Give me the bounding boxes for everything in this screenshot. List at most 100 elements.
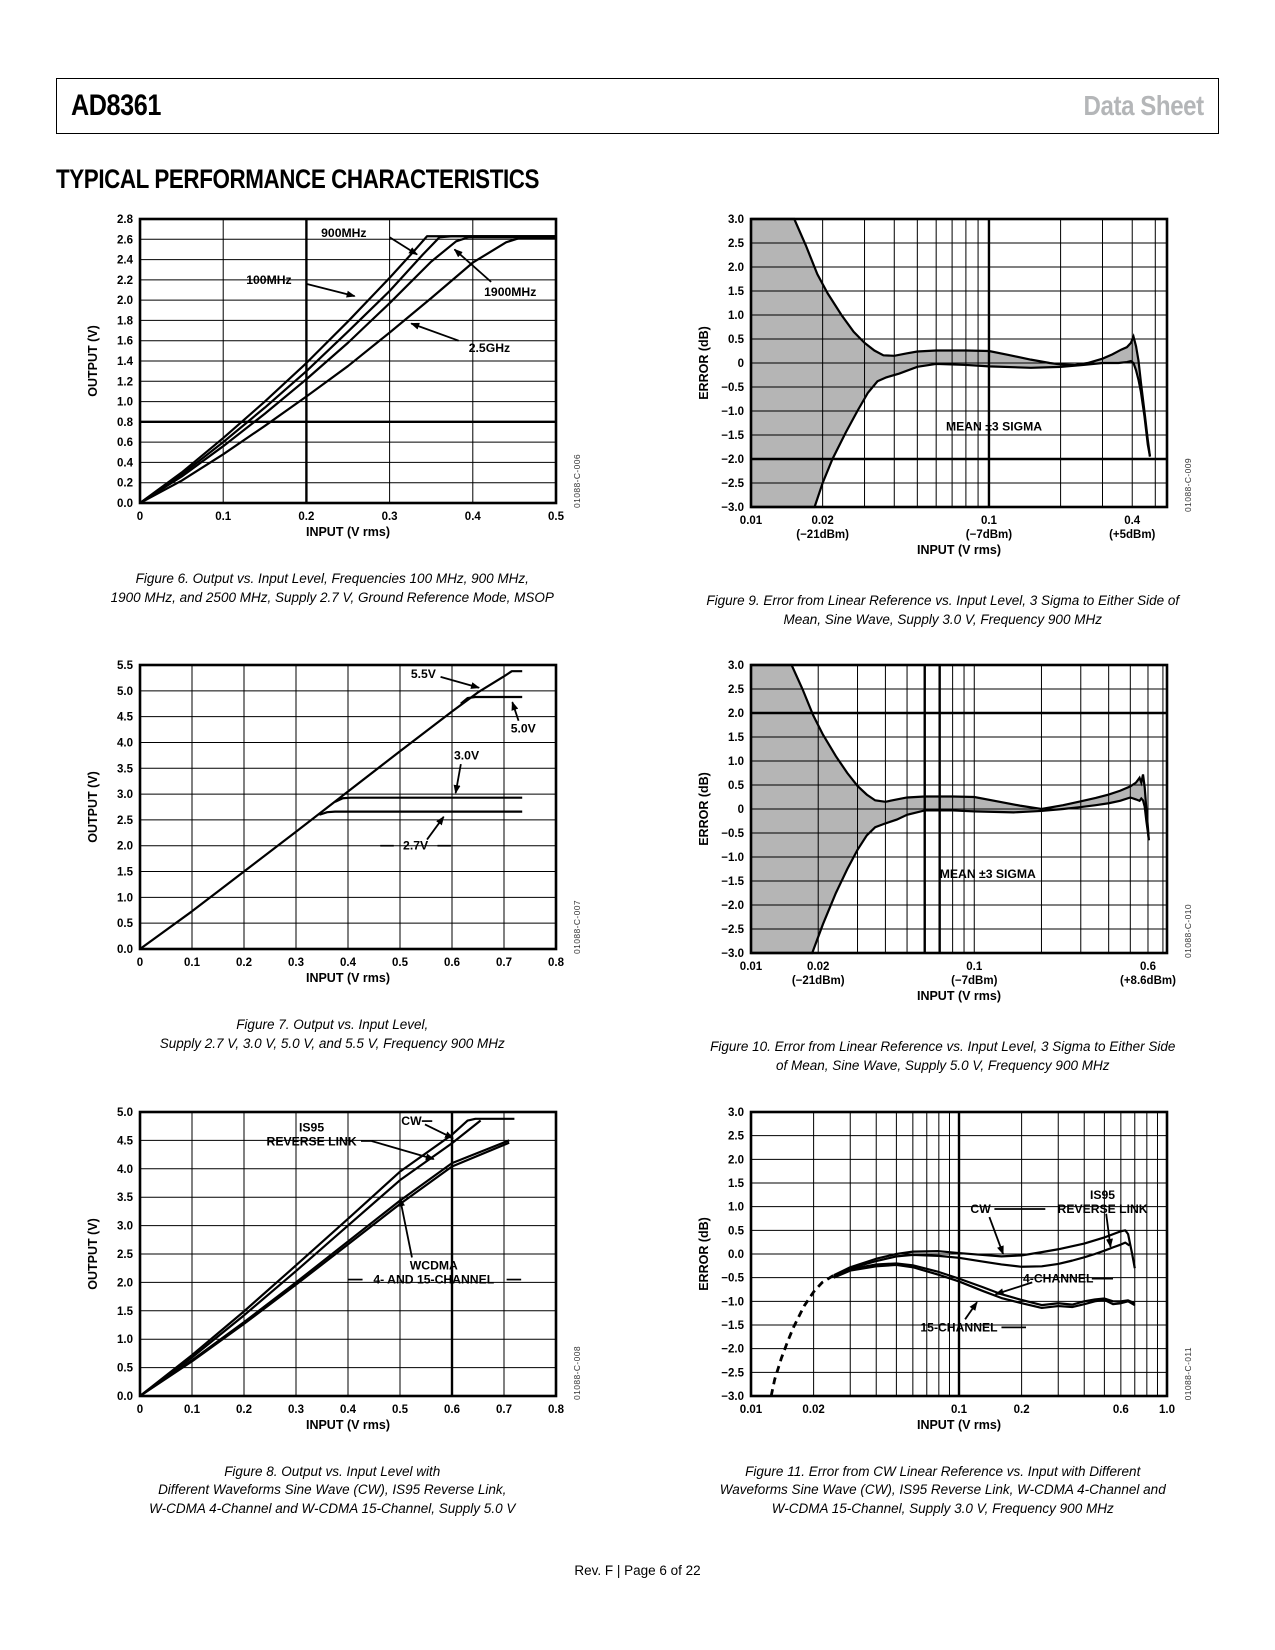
caption-line: Figure 6. Output vs. Input Level, Freque… bbox=[135, 571, 529, 586]
y-tick-label: 1.2 bbox=[117, 376, 133, 388]
caption-line: of Mean, Sine Wave, Supply 5.0 V, Freque… bbox=[776, 1057, 1110, 1073]
x-axis-title: INPUT (V rms) bbox=[306, 971, 390, 985]
chart-wrapper: 3.0 2.5 2.0 1.5 1.0 0.5 0 −0.5 −1.0 −1.5 −2.0 −2.5 −… bbox=[693, 655, 1193, 1024]
series-3.0V bbox=[334, 796, 523, 804]
series-1900MHz bbox=[139, 236, 557, 504]
x-tick-label: 0.02 bbox=[811, 515, 833, 527]
series-5.5V bbox=[139, 670, 523, 951]
y-tick-label: 1.0 bbox=[728, 310, 744, 322]
figure-caption: Figure 7. Output vs. Input Level, Supply … bbox=[56, 1016, 609, 1053]
caption-line: Figure 10. Error from Linear Reference v… bbox=[710, 1039, 1176, 1055]
plot-frame bbox=[138, 217, 558, 505]
figure-caption: Figure 6. Output vs. Input Level, Freque… bbox=[56, 570, 609, 607]
x-tick-label: 0.4 bbox=[1124, 515, 1141, 527]
annotation-arrow bbox=[426, 816, 445, 841]
plot-frame bbox=[749, 663, 1169, 955]
x-tick-sublabel: (+5dBm) bbox=[1109, 529, 1155, 541]
caption-line: Different Waveforms Sine Wave (CW), IS95… bbox=[158, 1482, 507, 1498]
sigma-band-lower bbox=[750, 796, 1150, 955]
x-tick-label: 0.6 bbox=[1113, 1404, 1129, 1416]
y-axis-title: ERROR (dB) bbox=[697, 326, 711, 400]
x-axis-title: INPUT (V rms) bbox=[917, 1418, 1001, 1432]
y-tick-label: 2.5 bbox=[728, 238, 745, 250]
sigma-band-upper bbox=[750, 217, 1151, 457]
plot-frame bbox=[749, 217, 1169, 509]
plot-frame bbox=[138, 1110, 558, 1397]
y-tick-label: 0.0 bbox=[117, 1391, 133, 1403]
y-tick-label: −0.5 bbox=[721, 828, 744, 840]
x-tick-label: 0.4 bbox=[340, 1404, 357, 1416]
series-IS95 REVERSE LINK bbox=[833, 1241, 1130, 1277]
plot-frame bbox=[749, 1110, 1169, 1397]
y-tick-label: 0.6 bbox=[117, 437, 133, 449]
chart-annotation: IS95 bbox=[1090, 1187, 1115, 1201]
y-tick-label: 3.5 bbox=[117, 1192, 134, 1204]
y-tick-label: 5.0 bbox=[117, 686, 133, 698]
annotation-arrow bbox=[389, 236, 419, 256]
y-tick-label: 0.4 bbox=[117, 457, 134, 469]
annotation-arrow bbox=[410, 322, 460, 342]
y-tick-label: 0.8 bbox=[117, 417, 134, 429]
y-tick-label: 3.5 bbox=[117, 764, 134, 776]
caption-line: Mean, Sine Wave, Supply 3.0 V, Frequency… bbox=[783, 611, 1102, 627]
y-tick-label: 3.0 bbox=[728, 1107, 744, 1119]
y-tick-label: 1.0 bbox=[117, 893, 133, 905]
caption-line: Figure 9. Error from Linear Reference vs… bbox=[706, 593, 1180, 608]
x-tick-label: 0 bbox=[137, 1404, 143, 1416]
chart-annotation: 1900MHz bbox=[484, 285, 536, 299]
y-tick-label: 1.6 bbox=[117, 336, 133, 348]
series-100MHz bbox=[139, 235, 557, 504]
x-tick-sublabel: (+8.6dBm) bbox=[1120, 975, 1176, 987]
y-tick-label: 0 bbox=[737, 804, 743, 816]
series-IS95 REVERSE LINK bbox=[139, 1119, 482, 1397]
y-tick-label: 2.6 bbox=[117, 234, 133, 246]
x-tick-label: 0.7 bbox=[496, 1404, 512, 1416]
x-tick-sublabel: (−7dBm) bbox=[966, 529, 1012, 541]
annotation-arrow bbox=[453, 248, 492, 283]
chart-wrapper: 2.8 2.6 2.4 2.2 2.0 1.8 1.6 1.4 1.2 1.0 0.8 0.6 0.4 0… bbox=[82, 209, 582, 556]
y-tick-label: 2.4 bbox=[117, 255, 134, 267]
y-tick-label: 1.4 bbox=[117, 356, 134, 368]
chart-annotation: REVERSE LINK bbox=[1057, 1201, 1147, 1215]
chart-canvas: 2.8 2.6 2.4 2.2 2.0 1.8 1.6 1.4 1.2 1.0 0.8 0.6 0.4 0… bbox=[86, 214, 565, 539]
caption-line: Figure 7. Output vs. Input Level, bbox=[236, 1017, 429, 1033]
annotation-arrow bbox=[988, 1216, 1004, 1255]
y-tick-label: 1.5 bbox=[117, 1305, 134, 1317]
x-tick-label: 0.3 bbox=[382, 511, 398, 523]
y-tick-label: 0.5 bbox=[117, 918, 134, 930]
figure-fig9: 3.0 2.5 2.0 1.5 1.0 0.5 0 −0.5 −1.0 −1.5 −2.0 −2.5 −… bbox=[667, 209, 1220, 629]
series-common-low-end bbox=[769, 1273, 835, 1396]
series-CW bbox=[139, 1117, 515, 1397]
caption-line: Figure 11. Error from CW Linear Referenc… bbox=[745, 1463, 1141, 1479]
chart-annotation: 900MHz bbox=[321, 226, 366, 240]
x-tick-label: 0.5 bbox=[392, 957, 409, 969]
chart-annotation: MEAN ±3 SIGMA bbox=[940, 867, 1036, 881]
x-axis-title: INPUT (V rms) bbox=[917, 543, 1001, 557]
x-tick-label: 0.7 bbox=[496, 957, 512, 969]
y-tick-label: 2.2 bbox=[117, 275, 133, 287]
series-CW bbox=[833, 1228, 1136, 1276]
x-tick-label: 0 bbox=[137, 511, 143, 523]
annotation-arrow bbox=[424, 1123, 455, 1139]
y-tick-label: 3.0 bbox=[117, 1220, 133, 1232]
figure-caption: Figure 8. Output vs. Input Level with Dif… bbox=[56, 1463, 609, 1519]
y-tick-label: 4.5 bbox=[117, 1135, 134, 1147]
page-footer: Rev. F | Page 6 of 22 bbox=[574, 1563, 701, 1578]
figure-fig7: 5.5 5.0 4.5 4.0 3.5 3.0 2.5 2.0 1.5 1.0 0.5 0.0 0 0.1… bbox=[56, 655, 609, 1053]
y-tick-label: 3.0 bbox=[728, 660, 744, 672]
y-tick-label: 2.0 bbox=[728, 708, 744, 720]
y-axis-title: OUTPUT (V) bbox=[86, 325, 100, 397]
y-tick-label: 0.0 bbox=[117, 498, 133, 510]
x-tick-label: 0 bbox=[137, 957, 143, 969]
x-tick-label: 0.02 bbox=[807, 961, 829, 973]
figure-code: 01088-C-009 bbox=[1182, 457, 1193, 512]
figure-code: 01088-C-010 bbox=[1182, 904, 1193, 959]
y-tick-label: −1.5 bbox=[721, 430, 744, 442]
y-tick-label: −1.0 bbox=[721, 406, 744, 418]
y-tick-label: −1.5 bbox=[721, 876, 744, 888]
y-axis-title: OUTPUT (V) bbox=[86, 1218, 100, 1290]
y-tick-label: −3.0 bbox=[721, 502, 744, 514]
y-tick-label: 2.0 bbox=[117, 1277, 133, 1289]
series-2.7V bbox=[319, 810, 523, 817]
